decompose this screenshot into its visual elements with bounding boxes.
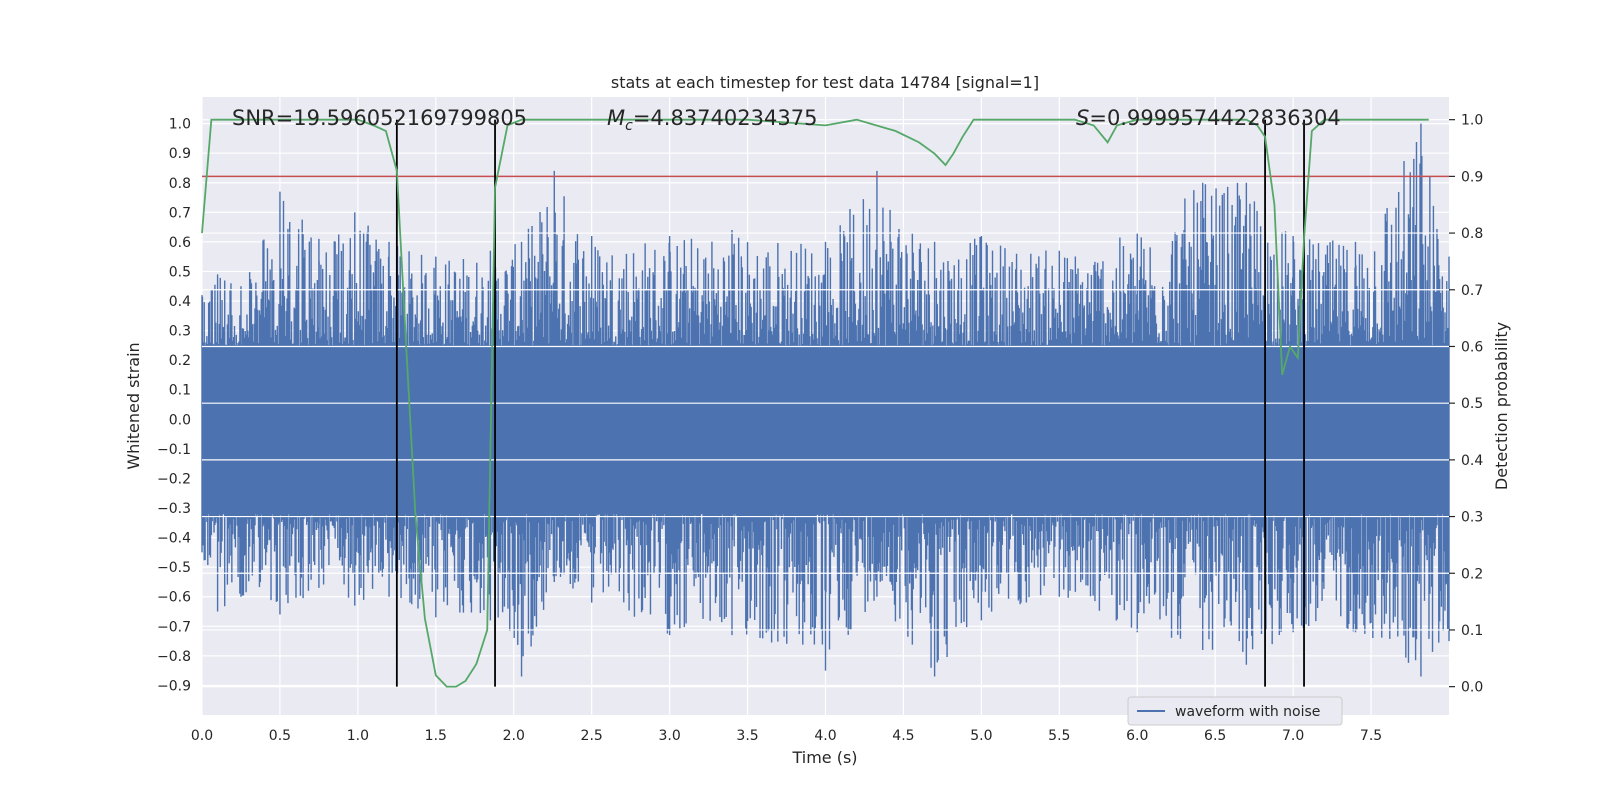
waveform-noise (201, 123, 1450, 677)
y-tick-label: 0.8 (169, 176, 191, 192)
s-symbol: S (1076, 106, 1089, 130)
x-tick-label: 1.5 (425, 728, 447, 744)
x-tick-label: 0.0 (191, 728, 213, 744)
y-tick-label: 0.1 (169, 383, 191, 399)
x-tick-label: 4.5 (892, 728, 914, 744)
snr-annotation: SNR=19.596052169799805 (232, 106, 527, 130)
x-tick-label: 7.5 (1360, 728, 1382, 744)
y-tick-label: 0.3 (169, 324, 191, 340)
chirp-mass-annotation: Mc=4.83740234375 (607, 106, 817, 134)
y2-tick-label: 0.0 (1461, 680, 1483, 696)
y2-tick-label: 0.3 (1461, 510, 1483, 526)
x-tick-label: 6.5 (1204, 728, 1226, 744)
y-tick-label: −0.9 (157, 678, 191, 694)
x-axis: 0.0 0.5 1.0 1.5 2.0 2.5 3.0 3.5 4.0 4.5 5.0 5.5 6.0 6… (191, 728, 1382, 744)
legend-box (1127, 696, 1343, 726)
mc-symbol: M (607, 106, 625, 130)
x-tick-label: 3.0 (658, 728, 680, 744)
y-tick-label: −0.1 (157, 442, 191, 458)
y2-axis-label: Detection probability (1492, 322, 1511, 490)
x-tick-label: 7.0 (1282, 728, 1304, 744)
overlay-lines (201, 118, 1449, 688)
x-tick-label: 4.0 (814, 728, 836, 744)
y-tick-label: −0.3 (157, 501, 191, 517)
y-axis-right: 0.0 0.1 0.2 0.3 0.4 0.5 0.6 0.7 0.8 0.9 1.0 (1449, 113, 1483, 696)
y-tick-label: 0.9 (169, 146, 191, 162)
y-tick-label: 0.6 (169, 235, 191, 251)
x-tick-label: 0.5 (269, 728, 291, 744)
y2-tick-label: 0.6 (1461, 339, 1483, 355)
y2-tick-label: 0.4 (1461, 453, 1483, 469)
y-tick-label: 0.4 (169, 294, 191, 310)
s-value: =0.9999574422836304 (1089, 106, 1340, 130)
x-tick-label: 2.5 (581, 728, 603, 744)
y-tick-label: 0.5 (169, 264, 191, 280)
chart-title: stats at each timestep for test data 147… (611, 73, 1039, 92)
x-tick-label: 1.0 (347, 728, 369, 744)
mc-value: =4.83740234375 (633, 106, 818, 130)
y-axis-left: −0.9 −0.8 −0.7 −0.6 −0.5 −0.4 −0.3 −0.2 −0.1 0.0 0… (157, 117, 191, 695)
y2-tick-label: 0.7 (1461, 283, 1483, 299)
mc-subscript: c (625, 118, 633, 134)
y-tick-label: 1.0 (169, 117, 191, 133)
y2-tick-label: 0.8 (1461, 226, 1483, 242)
x-tick-label: 5.0 (970, 728, 992, 744)
y-tick-label: −0.7 (157, 619, 191, 635)
y2-tick-label: 1.0 (1461, 113, 1483, 129)
y-tick-label: −0.2 (157, 471, 191, 487)
y2-tick-label: 0.1 (1461, 623, 1483, 639)
x-tick-label: 6.0 (1126, 728, 1148, 744)
y-tick-label: 0.2 (169, 353, 191, 369)
x-tick-label: 3.5 (736, 728, 758, 744)
y-tick-label: 0.7 (169, 205, 191, 221)
legend: waveform with noise (1127, 696, 1343, 726)
detection-probability-line (201, 118, 1429, 688)
x-tick-label: 2.0 (503, 728, 525, 744)
legend-label: waveform with noise (1175, 704, 1320, 720)
x-tick-label: 5.5 (1048, 728, 1070, 744)
y-tick-label: −0.4 (157, 531, 191, 547)
x-axis-label: Time (s) (791, 748, 857, 767)
y2-tick-label: 0.2 (1461, 566, 1483, 582)
y2-tick-label: 0.9 (1461, 169, 1483, 185)
y-tick-label: −0.8 (157, 649, 191, 665)
score-annotation: S=0.9999574422836304 (1076, 106, 1341, 130)
y-tick-label: −0.6 (157, 590, 191, 606)
waveform-series (201, 119, 1450, 688)
y-tick-label: −0.5 (157, 560, 191, 576)
y2-tick-label: 0.5 (1461, 396, 1483, 412)
y-tick-label: 0.0 (169, 412, 191, 428)
y-axis-label: Whitened strain (124, 342, 143, 469)
